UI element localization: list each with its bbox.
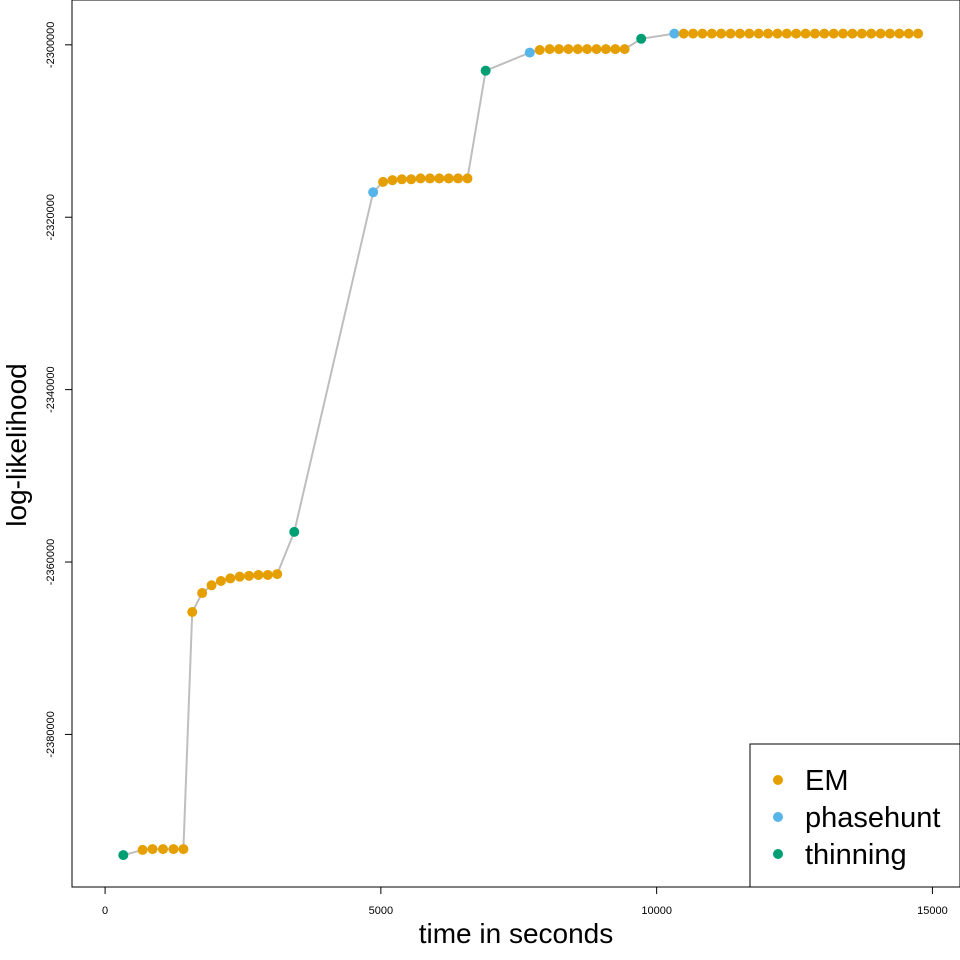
point-EM [875,28,886,39]
point-EM [688,28,699,39]
point-EM [772,28,783,39]
point-EM [424,173,435,184]
x-tick-label: 15000 [917,905,948,917]
connector-line [123,32,919,857]
point-EM [244,570,255,581]
x-tick-label: 5000 [369,905,393,917]
point-thinning [480,65,491,76]
point-EM [828,28,839,39]
point-phasehunt [669,28,680,39]
point-phasehunt [368,187,379,198]
point-EM [197,588,208,599]
legend-box [749,743,960,888]
point-EM [158,844,169,855]
y-tick-label: -2380000 [45,711,57,758]
point-thinning [118,850,129,861]
x-axis: 0 5000 10000 15000 [102,886,948,917]
legend-label-thinning: thinning [805,839,907,871]
point-EM [734,28,745,39]
y-axis: -2380000 -2360000 -2340000 -2320000 -2300000 [45,22,73,758]
x-tick-label: 0 [102,905,108,917]
point-EM [856,28,867,39]
point-EM [800,28,811,39]
y-tick-label: -2320000 [45,194,57,241]
point-EM [534,44,545,55]
point-EM [187,607,198,618]
point-EM [600,44,611,55]
y-tick-label: -2360000 [45,539,57,586]
point-thinning [636,33,647,44]
point-EM [272,569,283,580]
y-axis-title: log-likelihood [1,363,32,526]
point-EM [443,173,454,184]
point-EM [206,580,217,591]
point-EM [753,28,764,39]
point-EM [387,175,398,186]
point-EM [262,569,273,580]
point-EM [137,844,148,855]
y-tick-label: -2340000 [45,366,57,413]
point-EM [406,174,417,185]
legend-label-EM: EM [805,765,849,797]
point-EM [791,28,802,39]
point-EM [697,28,708,39]
point-phasehunt [524,47,535,58]
point-EM [453,173,464,184]
point-EM [763,28,774,39]
point-EM [378,176,389,187]
x-axis-title: time in seconds [419,918,614,949]
point-EM [234,571,245,582]
point-EM [554,44,565,55]
point-EM [884,28,895,39]
y-tick-label: -2300000 [45,22,57,68]
point-EM [725,28,736,39]
point-EM [819,28,830,39]
x-tick-label: 10000 [641,905,672,917]
point-EM [913,28,924,39]
legend-label-phasehunt: phasehunt [805,802,940,834]
point-EM [544,44,555,55]
point-EM [678,28,689,39]
point-EM [781,28,792,39]
point-EM [809,28,820,39]
point-EM [434,173,445,184]
point-EM [903,28,914,39]
legend: EM phasehunt thinning [749,743,960,888]
data-points [118,28,924,861]
point-EM [716,28,727,39]
point-EM [253,569,264,580]
point-EM [610,44,621,55]
legend-marker-thinning [773,849,783,859]
point-EM [563,44,574,55]
point-thinning [289,526,300,537]
point-EM [396,174,407,185]
point-EM [215,575,226,586]
point-EM [415,173,426,184]
point-EM [847,28,858,39]
point-EM [744,28,755,39]
point-EM [866,28,877,39]
point-EM [706,28,717,39]
legend-marker-phasehunt [773,812,783,822]
point-EM [591,44,602,55]
point-EM [838,28,849,39]
point-EM [582,44,593,55]
point-EM [572,44,583,55]
point-EM [147,844,158,855]
point-EM [619,44,630,55]
point-EM [168,844,179,855]
point-EM [178,844,189,855]
point-EM [894,28,905,39]
point-EM [462,173,473,184]
legend-marker-EM [773,775,783,785]
point-EM [225,573,236,584]
